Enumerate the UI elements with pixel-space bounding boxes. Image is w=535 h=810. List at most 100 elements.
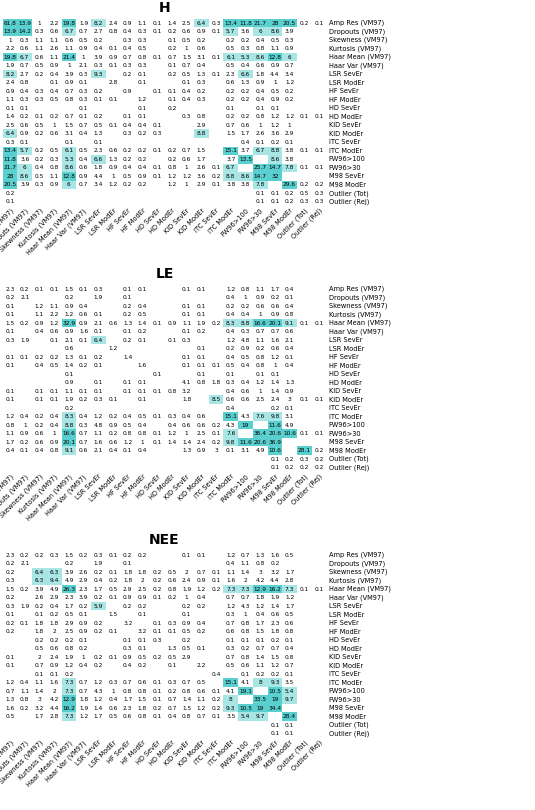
Bar <box>3 164 17 172</box>
Bar <box>268 438 282 446</box>
Text: 0.2: 0.2 <box>167 72 177 77</box>
Text: 1.7: 1.7 <box>197 157 206 162</box>
Bar <box>17 172 32 181</box>
Text: 0.2: 0.2 <box>94 89 103 94</box>
Bar <box>32 577 47 585</box>
Text: 2.4: 2.4 <box>108 21 118 26</box>
Text: 0.1: 0.1 <box>300 148 309 153</box>
Text: 2.9: 2.9 <box>79 578 88 583</box>
Text: 0.1: 0.1 <box>285 140 294 145</box>
Bar <box>194 130 209 138</box>
Text: 0.7: 0.7 <box>20 63 29 68</box>
Text: 1.9: 1.9 <box>94 561 103 566</box>
Text: 1: 1 <box>82 55 86 60</box>
Text: 3.2: 3.2 <box>182 389 192 394</box>
Bar <box>3 28 17 36</box>
Text: M98 SevEr: M98 SevEr <box>250 207 279 237</box>
Text: 1.3: 1.3 <box>285 380 294 386</box>
Text: 0.4: 0.4 <box>182 97 192 102</box>
Text: 0.1: 0.1 <box>152 123 162 128</box>
Text: 0.5: 0.5 <box>123 423 133 428</box>
Text: 9.3: 9.3 <box>94 72 103 77</box>
Text: HF SevEr: HF SevEr <box>106 207 132 232</box>
Text: 0.1: 0.1 <box>197 346 206 352</box>
Text: 0.1: 0.1 <box>270 457 279 462</box>
Text: 0.1: 0.1 <box>211 431 220 437</box>
Text: 10.6: 10.6 <box>269 448 281 454</box>
Text: 0.9: 0.9 <box>270 97 280 102</box>
Text: 2.6: 2.6 <box>35 595 44 600</box>
Text: 1.1: 1.1 <box>35 46 44 51</box>
Bar <box>224 679 238 687</box>
Bar <box>3 19 17 28</box>
Bar <box>224 147 238 155</box>
Text: 0.1: 0.1 <box>285 671 294 676</box>
Text: M98 SevEr: M98 SevEr <box>328 439 364 446</box>
Text: 0.2: 0.2 <box>79 603 88 608</box>
Text: 11.8: 11.8 <box>239 21 252 26</box>
Text: 0.2: 0.2 <box>94 595 103 600</box>
Bar <box>253 147 268 155</box>
Text: 0.3: 0.3 <box>137 29 147 34</box>
Text: 0.9: 0.9 <box>108 55 118 60</box>
Text: ITC SevEr: ITC SevEr <box>328 405 360 411</box>
Text: 0.1: 0.1 <box>211 55 220 60</box>
Text: 0.5: 0.5 <box>123 174 133 179</box>
Text: 3.9: 3.9 <box>94 55 103 60</box>
Text: 1.8: 1.8 <box>256 595 265 600</box>
Text: 1.6: 1.6 <box>270 338 279 343</box>
Text: 0.1: 0.1 <box>94 363 103 369</box>
Text: 0.3: 0.3 <box>182 114 192 119</box>
Text: 0.1: 0.1 <box>79 355 88 360</box>
Text: 0.9: 0.9 <box>49 440 59 445</box>
Text: 1: 1 <box>273 80 277 85</box>
Text: 0.2: 0.2 <box>226 89 235 94</box>
Text: 0.2: 0.2 <box>167 46 177 51</box>
Text: ITC SevEr: ITC SevEr <box>194 473 220 500</box>
Text: 0.4: 0.4 <box>35 363 44 369</box>
Text: 0.3: 0.3 <box>182 338 192 343</box>
Text: 0.1: 0.1 <box>35 389 44 394</box>
Text: 1.9: 1.9 <box>64 654 73 659</box>
Text: 0.6: 0.6 <box>50 29 59 34</box>
Bar <box>282 53 297 62</box>
Text: 1.8: 1.8 <box>256 72 265 77</box>
Text: 0.3: 0.3 <box>211 21 221 26</box>
Text: 6.7: 6.7 <box>256 148 265 153</box>
Text: 1.2: 1.2 <box>5 414 14 420</box>
Text: 0.9: 0.9 <box>137 174 147 179</box>
Bar <box>91 155 106 164</box>
Text: 0.9: 0.9 <box>35 321 44 326</box>
Bar <box>238 319 253 327</box>
Text: 0.8: 0.8 <box>167 389 177 394</box>
Bar <box>62 164 76 172</box>
Text: 0.8: 0.8 <box>182 688 192 693</box>
Text: 1.4: 1.4 <box>182 440 191 445</box>
Text: 2.8: 2.8 <box>49 714 59 719</box>
Text: 1.9: 1.9 <box>64 397 73 403</box>
Text: 1.4: 1.4 <box>256 654 265 659</box>
Text: 0.3: 0.3 <box>35 182 44 187</box>
Text: 1.2: 1.2 <box>109 346 118 352</box>
Text: HF ModEr: HF ModEr <box>120 207 147 234</box>
Text: 0.2: 0.2 <box>5 629 15 634</box>
Text: ITC SevEr: ITC SevEr <box>194 207 220 234</box>
Text: Skewness (VM97): Skewness (VM97) <box>328 569 387 575</box>
Text: 0.8: 0.8 <box>108 29 118 34</box>
Text: 1.2: 1.2 <box>35 304 44 309</box>
Text: 0.2: 0.2 <box>211 174 221 179</box>
Text: 0.4: 0.4 <box>182 89 192 94</box>
Text: 0.1: 0.1 <box>123 389 132 394</box>
Text: 7.3: 7.3 <box>64 688 74 693</box>
Text: 0.2: 0.2 <box>108 431 118 437</box>
Text: HD SevEr: HD SevEr <box>135 207 162 233</box>
Text: 0.1: 0.1 <box>182 312 191 318</box>
Text: 0.3: 0.3 <box>300 199 309 204</box>
Text: 3.1: 3.1 <box>241 448 250 454</box>
Text: 1: 1 <box>37 21 41 26</box>
Text: 0.4: 0.4 <box>241 363 250 369</box>
Text: 1.6: 1.6 <box>226 578 235 583</box>
Text: 1.9: 1.9 <box>182 586 191 591</box>
Text: KID SevEr: KID SevEr <box>328 122 361 128</box>
Text: Amp Res (VM97): Amp Res (VM97) <box>0 740 14 782</box>
